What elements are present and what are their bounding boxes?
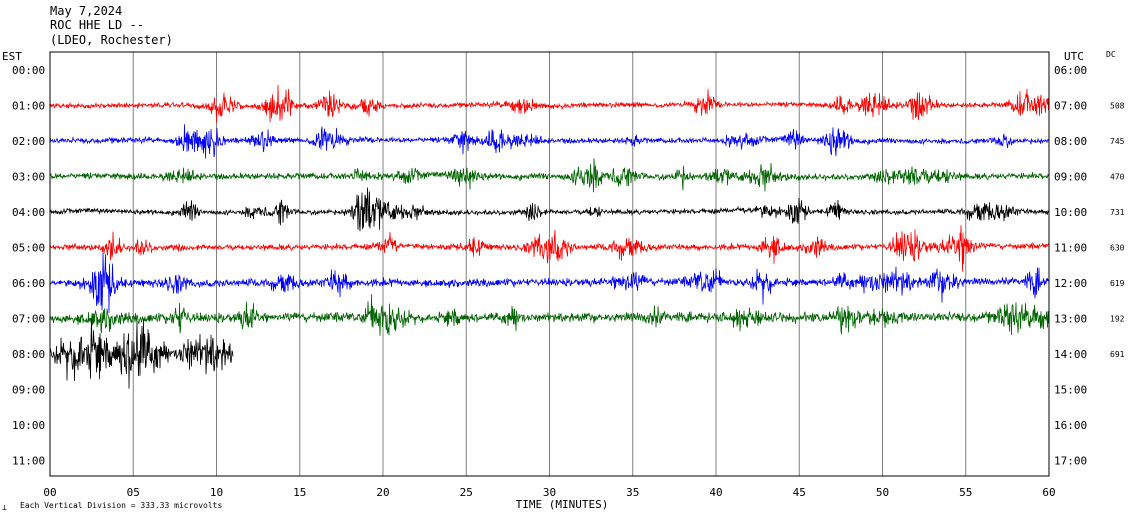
seismic-trace	[49, 225, 1050, 272]
x-tick-label: 40	[709, 486, 722, 499]
x-tick-label: 05	[127, 486, 140, 499]
seismic-trace	[49, 294, 1050, 336]
utc-row-label: 15:00	[1054, 384, 1087, 397]
grid-lines	[132, 52, 967, 476]
est-row-label: 10:00	[12, 419, 45, 432]
utc-row-label: 09:00	[1054, 171, 1087, 184]
seismic-trace	[49, 318, 234, 389]
utc-label: UTC	[1064, 50, 1084, 63]
x-tick-label: 25	[460, 486, 473, 499]
dc-value: 470	[1110, 173, 1125, 182]
est-row-label: 06:00	[12, 277, 45, 290]
scale-note: Each Vertical Division = 333.33 microvol…	[20, 501, 222, 510]
utc-row-label: 08:00	[1054, 135, 1087, 148]
utc-row-label: 11:00	[1054, 242, 1087, 255]
header-location: (LDEO, Rochester)	[50, 33, 173, 47]
seismic-trace	[49, 253, 1050, 313]
dc-value: 619	[1110, 279, 1125, 288]
x-tick-label: 15	[293, 486, 306, 499]
x-tick-labels: 00 05 10 15 20 25 30 35 40 45 50 55 60	[43, 486, 1055, 499]
est-row-label: 05:00	[12, 242, 45, 255]
est-row-label: 02:00	[12, 135, 45, 148]
est-row-label: 04:00	[12, 206, 45, 219]
plot-frame	[49, 51, 1050, 477]
est-row-label: 08:00	[12, 348, 45, 361]
seismic-trace	[49, 158, 1050, 193]
est-label: EST	[2, 50, 22, 63]
dc-value: 731	[1110, 208, 1125, 217]
x-tick-label: 30	[543, 486, 556, 499]
x-tick-label: 60	[1042, 486, 1055, 499]
est-row-label: 03:00	[12, 171, 45, 184]
utc-time-labels: 06:00 07:00 08:00 09:00 10:00 11:00 12:00 13:00…	[1054, 64, 1087, 468]
x-tick-label: 50	[876, 486, 889, 499]
seismic-trace	[49, 84, 1050, 123]
x-tick-label: 20	[376, 486, 389, 499]
header-date: May 7,2024	[50, 4, 123, 18]
x-tick-label: 00	[43, 486, 56, 499]
utc-row-label: 07:00	[1054, 100, 1087, 113]
header-station: ROC HHE LD --	[50, 18, 144, 32]
utc-row-label: 14:00	[1054, 348, 1087, 361]
est-time-labels: 00:00 01:00 02:00 03:00 04:00 05:00 06:00 07:00…	[12, 64, 45, 468]
utc-row-label: 17:00	[1054, 455, 1087, 468]
x-tick-label: 35	[626, 486, 639, 499]
dc-value: 691	[1110, 350, 1125, 359]
dc-label: DC	[1106, 50, 1116, 59]
seismic-trace	[49, 187, 1050, 232]
x-axis-title: TIME (MINUTES)	[516, 498, 609, 511]
est-row-label: 07:00	[12, 313, 45, 326]
dc-value: 745	[1110, 137, 1125, 146]
x-tick-label: 10	[210, 486, 223, 499]
utc-row-label: 06:00	[1054, 64, 1087, 77]
seismic-traces	[49, 84, 1050, 389]
dc-value: 192	[1110, 315, 1125, 324]
est-row-label: 01:00	[12, 100, 45, 113]
dc-value-labels: 508 745 470 731 630 619 192 691	[1110, 102, 1125, 360]
dc-value: 508	[1110, 102, 1125, 111]
scale-note-icon: ⟂	[2, 503, 7, 512]
x-tick-label: 55	[959, 486, 972, 499]
utc-row-label: 10:00	[1054, 206, 1087, 219]
utc-row-label: 12:00	[1054, 277, 1087, 290]
est-row-label: 00:00	[12, 64, 45, 77]
utc-row-label: 16:00	[1054, 419, 1087, 432]
seismic-trace	[49, 124, 1050, 159]
est-row-label: 09:00	[12, 384, 45, 397]
x-tick-label: 45	[793, 486, 806, 499]
est-row-label: 11:00	[12, 455, 45, 468]
utc-row-label: 13:00	[1054, 313, 1087, 326]
dc-value: 630	[1110, 244, 1125, 253]
